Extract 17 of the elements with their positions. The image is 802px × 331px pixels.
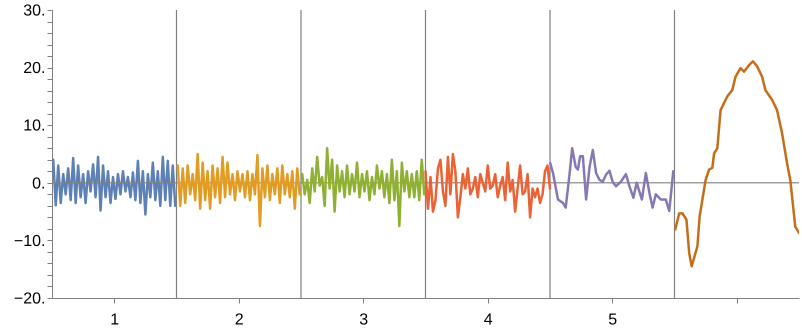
line-series (52, 156, 177, 216)
line-series (549, 146, 675, 212)
y-tick-label: 20. (23, 60, 46, 78)
x-tick-label: 3 (359, 312, 368, 328)
x-tick-label: 1 (110, 312, 120, 328)
y-tick-label: 0. (32, 175, 46, 192)
y-tick-label: 30. (23, 2, 46, 20)
line-series (674, 60, 799, 268)
x-tick-label: 5 (608, 312, 618, 328)
y-tick-label: −10. (14, 232, 46, 250)
y-tick-label: 10. (23, 118, 46, 135)
line-series (300, 146, 426, 228)
line-series (424, 152, 552, 219)
x-tick-label: 2 (234, 312, 244, 328)
line-series (176, 152, 302, 228)
y-tick-label: −20. (14, 290, 46, 308)
x-tick-label: 4 (484, 312, 493, 328)
